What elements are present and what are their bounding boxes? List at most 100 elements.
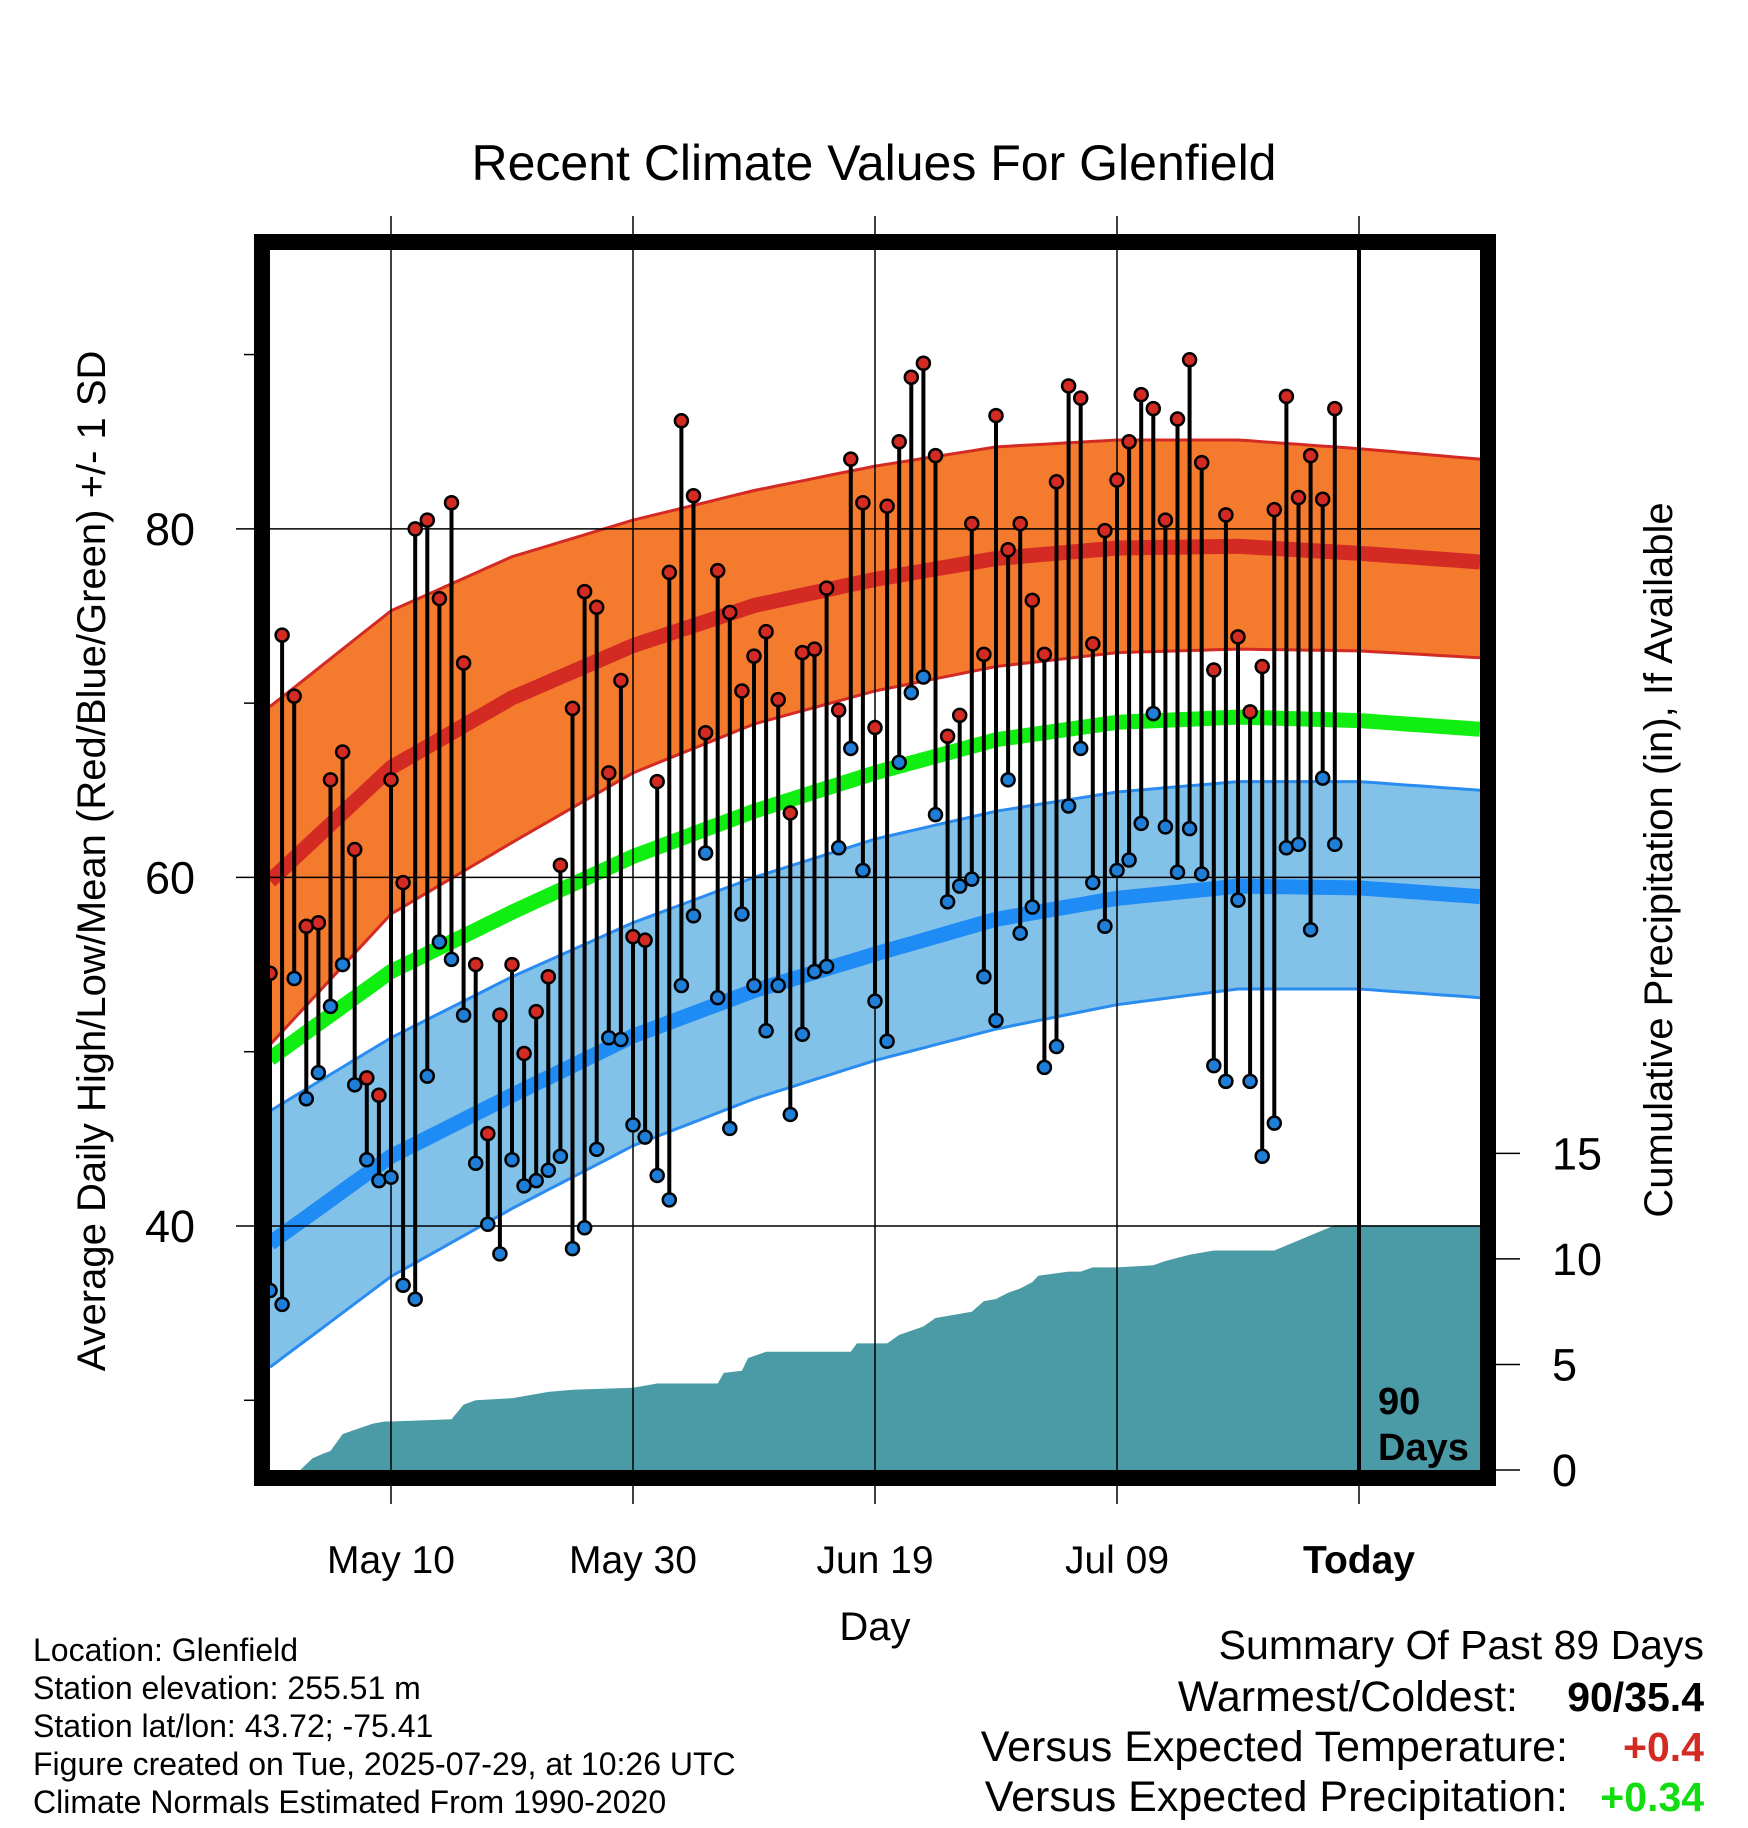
y2-tick-label: 0 xyxy=(1552,1445,1577,1496)
warm-cold-label: Warmest/Coldest: xyxy=(1177,1673,1518,1721)
daily-low-point xyxy=(528,1172,544,1189)
warm-cold-value: 90/35.4 xyxy=(1567,1674,1704,1720)
daily-high-point xyxy=(1012,515,1028,532)
daily-high-point xyxy=(927,447,944,464)
daily-high-point xyxy=(891,433,907,450)
x-tick-label: Jun 19 xyxy=(816,1539,933,1582)
daily-high-point xyxy=(782,805,799,821)
daily-low-point xyxy=(298,1091,315,1107)
daily-high-point xyxy=(1085,636,1101,652)
daily-low-point xyxy=(927,806,944,823)
x-tick-label: May 10 xyxy=(327,1539,455,1582)
daily-high-point xyxy=(516,1045,532,1062)
daily-low-point xyxy=(782,1106,799,1123)
daily-high-point xyxy=(1181,352,1198,368)
daily-high-point xyxy=(1157,512,1174,528)
daily-high-point xyxy=(661,564,678,581)
daily-high-point xyxy=(359,1070,375,1086)
daily-high-point xyxy=(334,744,351,760)
daily-low-point xyxy=(1254,1148,1270,1165)
y-tick-labels: 40 60 80 xyxy=(145,504,195,1252)
daily-low-point xyxy=(1145,705,1162,722)
daily-high-point xyxy=(443,494,460,511)
daily-high-point xyxy=(552,857,569,873)
daily-high-point xyxy=(540,969,557,985)
daily-high-point xyxy=(734,683,750,699)
daily-high-point xyxy=(576,583,593,600)
daily-low-point xyxy=(1290,836,1307,853)
daily-high-point xyxy=(1036,646,1053,663)
created-info: Figure created on Tue, 2025-07-29, at 10… xyxy=(33,1746,736,1782)
daily-high-point xyxy=(867,719,883,736)
daily-low-point xyxy=(625,1117,641,1133)
daily-low-point xyxy=(637,1129,653,1145)
y2-tick-label: 10 xyxy=(1552,1234,1602,1285)
daily-high-point xyxy=(855,494,871,511)
daily-high-point xyxy=(818,580,835,596)
precip-vs-expected-value: +0.34 xyxy=(1600,1774,1704,1820)
daily-high-point xyxy=(528,1003,544,1020)
daily-high-point xyxy=(419,512,436,528)
daily-low-point xyxy=(1218,1073,1234,1090)
daily-low-point xyxy=(770,977,786,994)
daily-high-point xyxy=(1193,454,1210,471)
daily-low-point xyxy=(504,1152,520,1168)
daily-low-point xyxy=(903,684,920,701)
daily-low-point xyxy=(1133,815,1149,832)
daily-low-point xyxy=(1169,864,1186,880)
chart-title: Recent Climate Values For Glenfield xyxy=(472,135,1277,191)
daily-low-point xyxy=(1060,798,1077,814)
daily-low-point xyxy=(1109,862,1125,879)
daily-low-point xyxy=(1000,772,1016,788)
daily-low-point xyxy=(1327,836,1343,853)
y-tick-label: 40 xyxy=(145,1201,195,1252)
daily-high-point xyxy=(697,725,714,741)
x-tick-label: Jul 09 xyxy=(1065,1539,1169,1582)
daily-low-point xyxy=(383,1169,399,1185)
daily-high-point xyxy=(1000,542,1016,558)
daily-low-point xyxy=(1266,1115,1283,1131)
daily-high-point xyxy=(915,355,932,372)
daily-high-point xyxy=(480,1125,496,1142)
daily-high-point xyxy=(504,956,520,973)
daily-low-point xyxy=(431,934,448,950)
daily-low-point xyxy=(588,1141,605,1158)
daily-high-point xyxy=(758,623,774,640)
daily-high-point xyxy=(1314,491,1331,507)
daily-high-point xyxy=(685,487,702,504)
daily-high-point xyxy=(1266,501,1283,518)
y2-tick-labels: 0 5 10 15 xyxy=(1552,1128,1602,1496)
daily-low-point xyxy=(1024,899,1041,915)
daily-high-point xyxy=(1024,592,1041,609)
precip-vs-expected-label: Versus Expected Precipitation: xyxy=(984,1773,1568,1821)
elevation-info: Station elevation: 255.51 m xyxy=(33,1670,421,1706)
daily-low-point xyxy=(613,1031,629,1048)
daily-low-point xyxy=(274,1296,290,1313)
daily-high-point xyxy=(746,648,762,664)
daily-high-point xyxy=(964,515,980,532)
daily-low-point xyxy=(722,1120,738,1137)
daily-high-point xyxy=(383,772,399,788)
daily-low-point xyxy=(951,878,968,894)
daily-low-point xyxy=(1085,874,1101,891)
daily-low-point xyxy=(697,845,714,861)
daily-low-point xyxy=(1012,925,1028,941)
daily-high-point xyxy=(310,914,327,931)
daily-low-point xyxy=(1302,921,1319,938)
daily-low-point xyxy=(1193,866,1210,882)
daily-low-point xyxy=(649,1167,665,1184)
daily-low-point xyxy=(794,1026,811,1043)
daily-low-point xyxy=(1097,918,1113,934)
daily-high-point xyxy=(1302,447,1319,464)
daily-high-point xyxy=(1109,472,1125,488)
y2-tick-label: 5 xyxy=(1552,1339,1577,1390)
daily-low-point xyxy=(1036,1059,1053,1076)
daily-high-point xyxy=(879,498,895,514)
daily-low-point xyxy=(334,956,351,973)
daily-high-point xyxy=(1242,704,1258,720)
x-tick-label: Today xyxy=(1303,1539,1415,1582)
daily-high-point xyxy=(322,772,339,788)
daily-high-point xyxy=(1254,658,1270,675)
daily-high-point xyxy=(467,956,484,973)
